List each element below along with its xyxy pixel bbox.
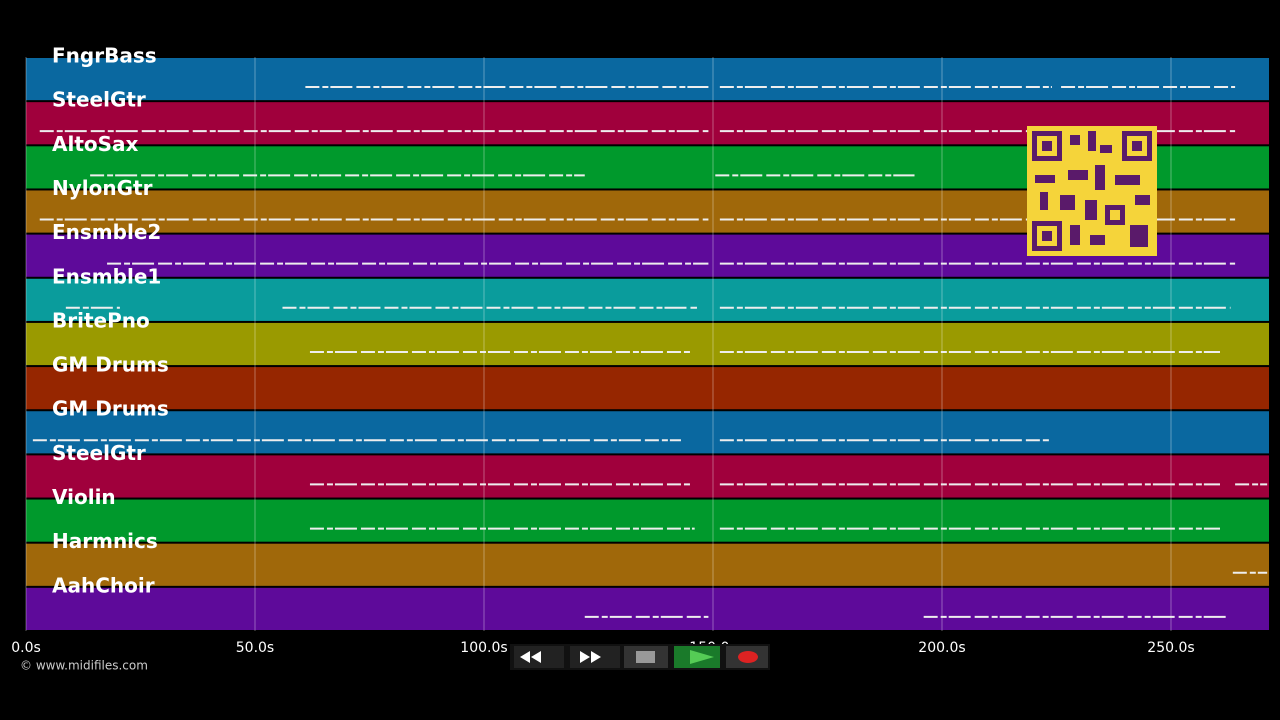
- track-lane: [26, 411, 1269, 454]
- x-tick-label: 100.0s: [460, 640, 507, 656]
- track-name: AahChoir: [52, 573, 155, 597]
- x-tick-label: 0.0s: [11, 640, 41, 656]
- track-name: Ensmble2: [52, 220, 161, 244]
- stop-button[interactable]: [624, 646, 668, 668]
- x-tick-label: 200.0s: [918, 640, 965, 656]
- play-button[interactable]: [674, 646, 720, 668]
- qr-code: [1027, 126, 1157, 256]
- track-name: BritePno: [52, 308, 150, 332]
- track-name: Harmnics: [52, 529, 158, 553]
- track-name: AltoSax: [52, 132, 139, 156]
- record-button[interactable]: [726, 646, 768, 668]
- forward-button[interactable]: [570, 646, 620, 668]
- track-name: FngrBass: [52, 44, 157, 68]
- labels: FngrBass SteelGtr AltoSax NylonGtr Ensmble2 E…: [52, 44, 169, 598]
- track-lane: [26, 367, 1269, 410]
- x-tick-label: 250.0s: [1147, 640, 1194, 656]
- track-lane: [26, 455, 1269, 498]
- track-lane: [26, 587, 1269, 630]
- grid: [25, 57, 1172, 631]
- watermark: © www.midifiles.com: [20, 659, 148, 673]
- track-name: GM Drums: [52, 397, 169, 421]
- player-controls: [510, 644, 770, 670]
- track-lane: [26, 278, 1269, 321]
- track-lane: [26, 322, 1269, 366]
- track-name: NylonGtr: [52, 176, 153, 200]
- track-name: Ensmble1: [52, 264, 161, 288]
- track-name: SteelGtr: [52, 441, 146, 465]
- track-lane: [26, 499, 1269, 542]
- track-name: GM Drums: [52, 353, 169, 377]
- track-name: Violin: [52, 485, 116, 509]
- x-tick-label: 50.0s: [236, 640, 274, 656]
- track-lane: [26, 58, 1269, 101]
- notes: [32, 86, 1268, 618]
- track-name: SteelGtr: [52, 88, 146, 112]
- rewind-button[interactable]: [514, 646, 564, 668]
- track-lane: [26, 543, 1269, 586]
